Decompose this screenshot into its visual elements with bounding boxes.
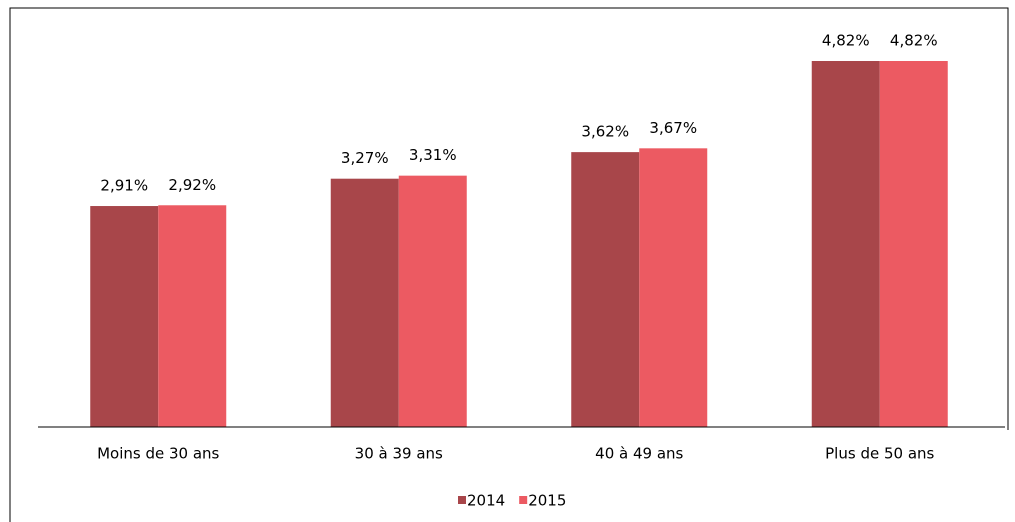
bar: [571, 152, 640, 427]
legend-swatch: [519, 496, 528, 504]
bar: [879, 61, 948, 427]
x-tick-label: Moins de 30 ans: [97, 445, 219, 463]
bar: [158, 205, 227, 427]
data-label: 3,62%: [581, 123, 629, 141]
data-label: 4,82%: [890, 32, 938, 50]
legend-label: 2014: [467, 492, 505, 510]
data-label: 3,67%: [649, 119, 697, 137]
bar: [639, 148, 708, 427]
bar: [330, 178, 399, 427]
bar: [398, 175, 467, 427]
x-tick-label: Plus de 50 ans: [825, 445, 934, 463]
data-label: 2,92%: [168, 176, 216, 194]
data-label: 4,82%: [822, 32, 870, 50]
x-tick-label: 40 à 49 ans: [595, 445, 683, 463]
chart-frame: [9, 7, 1009, 522]
data-label: 3,31%: [409, 146, 457, 164]
legend-swatch: [458, 496, 466, 504]
legend-label: 2015: [528, 492, 566, 510]
bar: [811, 61, 880, 427]
data-label: 3,27%: [341, 149, 389, 167]
bar: [90, 206, 159, 427]
data-label: 2,91%: [100, 177, 148, 195]
x-tick-label: 30 à 39 ans: [355, 445, 443, 463]
